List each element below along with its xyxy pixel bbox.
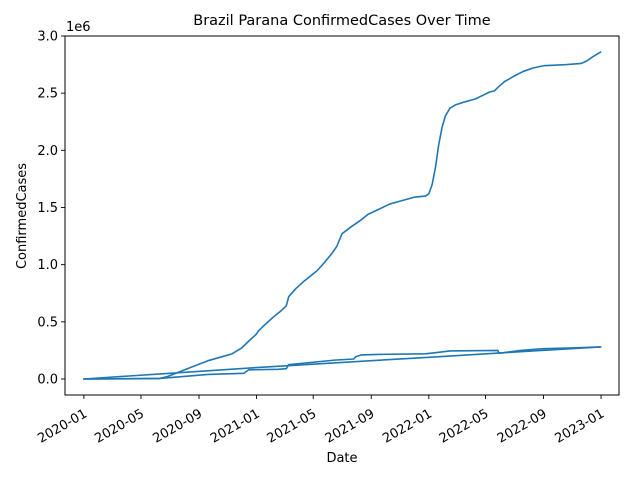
y-tick-label: 3.0 (37, 30, 58, 45)
plot-lines (83, 51, 602, 380)
chart-title: Brazil Parana ConfirmedCases Over Time (193, 13, 491, 29)
y-tick-label: 2.0 (37, 144, 58, 159)
y-axis-label: ConfirmedCases (15, 163, 30, 269)
y-tick-label: 0.5 (37, 315, 58, 330)
y-tick-label: 1.0 (37, 258, 58, 273)
x-axis-label: Date (326, 451, 357, 466)
y-tick-label: 0.0 (37, 372, 58, 387)
y-axis-ticks: 0.0 0.5 1.0 1.5 2.0 2.5 3.0 (37, 30, 65, 387)
series-line-3 (83, 346, 602, 380)
series-line-1 (83, 51, 602, 380)
y-tick-label: 1.5 (37, 201, 58, 216)
y-tick-label: 2.5 (37, 87, 58, 102)
plot-frame (64, 35, 620, 396)
y-axis-offset-label: 1e6 (66, 20, 91, 35)
